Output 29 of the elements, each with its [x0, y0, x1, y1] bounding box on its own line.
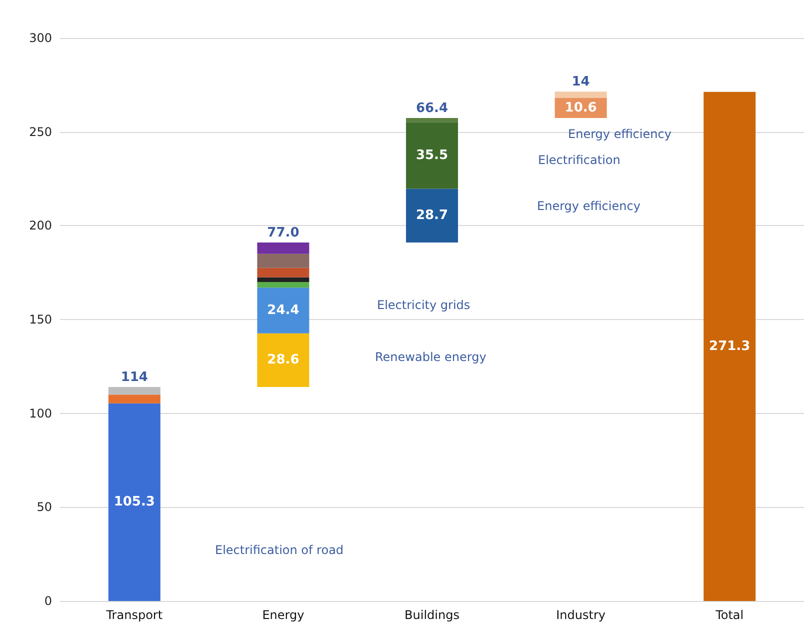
x-tick-label: Industry — [556, 608, 606, 622]
annotation: Electrification of road — [215, 543, 344, 557]
data-label: 35.5 — [416, 148, 448, 163]
y-tick-label: 50 — [36, 500, 52, 514]
y-tick-label: 250 — [29, 124, 52, 139]
annotation: Renewable energy — [375, 350, 486, 364]
x-tick-label: Buildings — [404, 608, 460, 622]
y-tick-label: 100 — [29, 406, 52, 420]
annotation: Energy efficiency — [568, 127, 672, 141]
y-tick-label: 150 — [29, 312, 52, 326]
x-tick-label: Energy — [262, 608, 304, 622]
y-tick-label: 300 — [29, 31, 52, 45]
annotation: Electrification — [538, 153, 620, 167]
annotation: Electricity grids — [377, 298, 470, 312]
data-label: 105.3 — [114, 494, 155, 510]
x-tick-label: Total — [714, 608, 744, 622]
x-tick-label: Transport — [105, 608, 163, 622]
total-label: 14 — [572, 74, 590, 90]
total-label: 66.4 — [416, 100, 448, 116]
data-label: 28.7 — [416, 208, 448, 224]
annotation: Energy efficiency — [537, 199, 640, 213]
y-tick-label: 0 — [44, 594, 52, 608]
data-label: 24.4 — [267, 302, 300, 318]
y-tick-label: 200 — [29, 218, 52, 233]
total-label: 114 — [120, 370, 148, 386]
data-label: 10.6 — [564, 100, 597, 116]
total-label: 77.0 — [267, 226, 300, 241]
data-label: 28.6 — [267, 352, 300, 368]
data-label: 271.3 — [709, 338, 750, 354]
